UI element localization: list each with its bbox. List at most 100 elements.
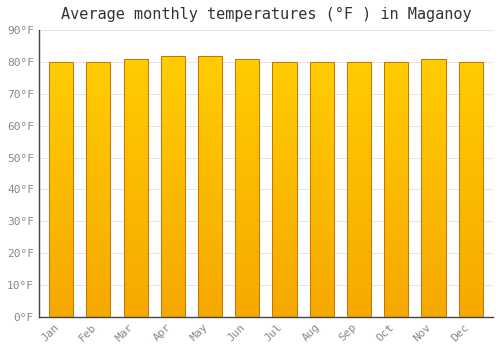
Bar bbox=[86, 84, 110, 88]
Bar bbox=[86, 231, 110, 234]
Bar bbox=[86, 209, 110, 212]
Bar bbox=[49, 81, 73, 84]
Bar bbox=[198, 287, 222, 291]
Bar bbox=[160, 147, 185, 150]
Bar bbox=[49, 279, 73, 282]
Bar bbox=[384, 103, 408, 106]
Bar bbox=[422, 75, 446, 78]
Bar bbox=[310, 145, 334, 148]
Bar bbox=[384, 221, 408, 224]
Bar bbox=[49, 110, 73, 113]
Bar bbox=[310, 294, 334, 298]
Bar bbox=[235, 217, 260, 220]
Bar bbox=[422, 107, 446, 110]
Bar bbox=[347, 78, 371, 81]
Bar bbox=[384, 196, 408, 199]
Bar bbox=[86, 244, 110, 247]
Bar bbox=[384, 158, 408, 161]
Bar bbox=[198, 72, 222, 75]
Bar bbox=[160, 72, 185, 75]
Bar bbox=[458, 94, 483, 97]
Bar bbox=[347, 228, 371, 231]
Bar bbox=[49, 307, 73, 310]
Bar bbox=[235, 207, 260, 210]
Bar bbox=[124, 65, 148, 68]
Bar bbox=[422, 220, 446, 223]
Bar bbox=[347, 310, 371, 314]
Bar bbox=[86, 71, 110, 75]
Bar bbox=[347, 314, 371, 317]
Bar bbox=[235, 85, 260, 88]
Bar bbox=[272, 215, 296, 218]
Bar bbox=[384, 256, 408, 259]
Bar bbox=[384, 202, 408, 205]
Bar bbox=[235, 126, 260, 130]
Bar bbox=[310, 221, 334, 224]
Bar bbox=[422, 210, 446, 214]
Bar bbox=[347, 148, 371, 151]
Bar bbox=[198, 193, 222, 196]
Bar bbox=[272, 148, 296, 151]
Bar bbox=[422, 126, 446, 130]
Bar bbox=[124, 162, 148, 165]
Bar bbox=[235, 265, 260, 268]
Bar bbox=[347, 167, 371, 170]
Bar bbox=[272, 199, 296, 202]
Bar bbox=[458, 262, 483, 266]
Bar bbox=[235, 259, 260, 262]
Bar bbox=[160, 131, 185, 134]
Bar bbox=[198, 134, 222, 137]
Bar bbox=[49, 266, 73, 269]
Bar bbox=[310, 247, 334, 250]
Bar bbox=[310, 202, 334, 205]
Bar bbox=[160, 88, 185, 91]
Bar bbox=[124, 85, 148, 88]
Bar bbox=[272, 106, 296, 110]
Bar bbox=[49, 103, 73, 106]
Bar bbox=[86, 212, 110, 215]
Bar bbox=[310, 307, 334, 310]
Bar bbox=[235, 278, 260, 281]
Bar bbox=[384, 304, 408, 307]
Bar bbox=[124, 72, 148, 75]
Bar bbox=[49, 256, 73, 259]
Bar bbox=[86, 177, 110, 180]
Bar bbox=[272, 193, 296, 196]
Bar bbox=[124, 120, 148, 123]
Bar bbox=[86, 215, 110, 218]
Bar bbox=[86, 240, 110, 244]
Bar bbox=[458, 142, 483, 145]
Bar bbox=[272, 285, 296, 288]
Bar bbox=[160, 199, 185, 203]
Bar bbox=[235, 142, 260, 146]
Bar bbox=[422, 62, 446, 65]
Bar bbox=[458, 193, 483, 196]
Bar bbox=[235, 165, 260, 168]
Bar bbox=[235, 88, 260, 91]
Bar bbox=[160, 219, 185, 222]
Bar bbox=[384, 75, 408, 78]
Bar bbox=[347, 186, 371, 189]
Bar bbox=[422, 117, 446, 120]
Bar bbox=[384, 122, 408, 126]
Bar bbox=[160, 307, 185, 310]
Bar bbox=[198, 291, 222, 294]
Bar bbox=[235, 110, 260, 114]
Bar bbox=[124, 291, 148, 294]
Bar bbox=[86, 135, 110, 138]
Bar bbox=[124, 239, 148, 243]
Bar bbox=[198, 216, 222, 219]
Bar bbox=[272, 88, 296, 91]
Bar bbox=[124, 94, 148, 97]
Bar bbox=[86, 122, 110, 126]
Bar bbox=[384, 119, 408, 122]
Bar bbox=[160, 242, 185, 245]
Bar bbox=[198, 176, 222, 180]
Bar bbox=[124, 130, 148, 133]
Bar bbox=[160, 225, 185, 229]
Bar bbox=[422, 162, 446, 165]
Bar bbox=[422, 152, 446, 155]
Bar bbox=[310, 244, 334, 247]
Bar bbox=[310, 84, 334, 88]
Bar bbox=[310, 170, 334, 174]
